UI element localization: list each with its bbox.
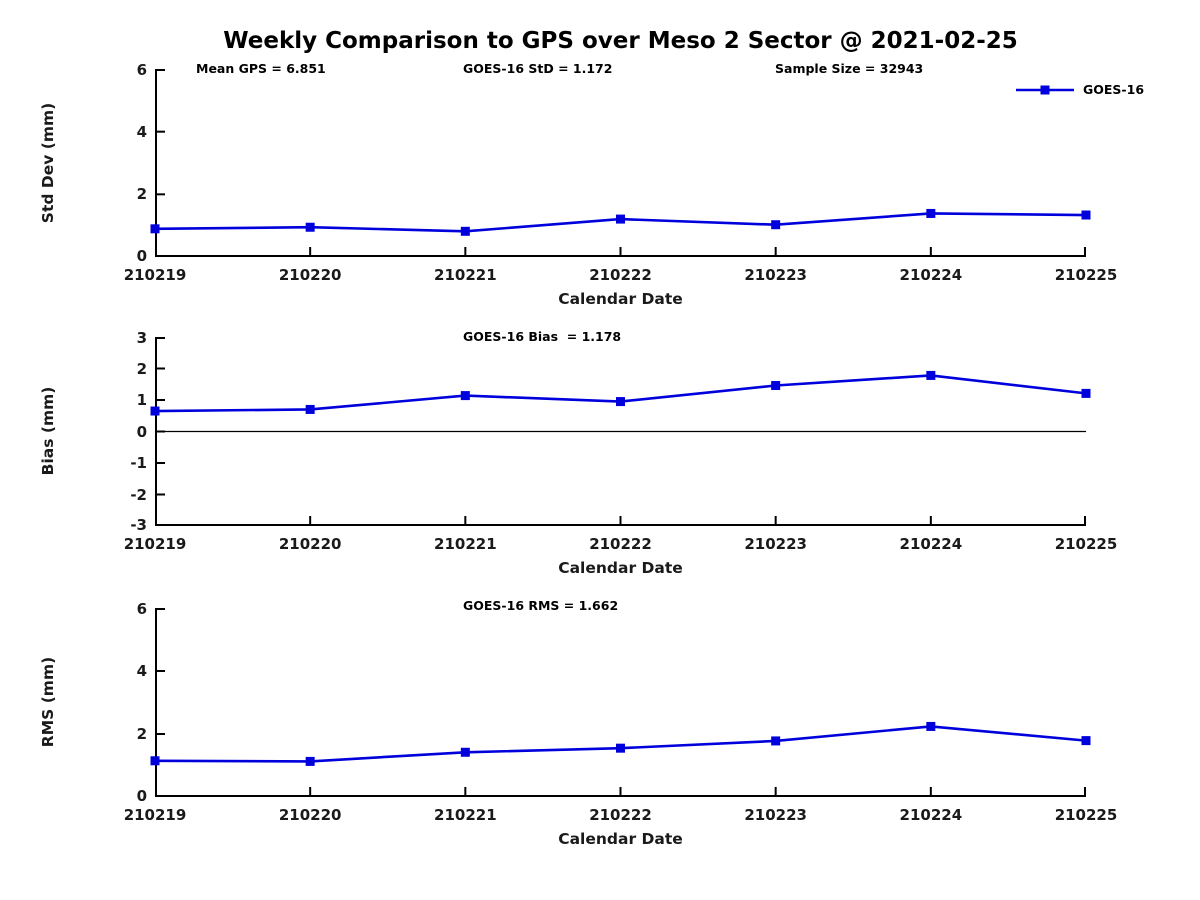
x-tick-label: 210224 [899, 266, 963, 284]
bias-plot-area: 3 2 1 0 -1 -2 -3 210219 210220 210221 210222 210223… [124, 329, 1118, 553]
x-tick-label: 210223 [744, 266, 807, 284]
x-tick-label: 210224 [899, 535, 963, 553]
x-tick-label: 210220 [278, 806, 342, 824]
y-tick-label: 2 [136, 725, 147, 743]
x-tick-label: 210219 [123, 806, 187, 824]
x-tick-label: 210220 [278, 266, 342, 284]
x-tick-label: 210222 [589, 535, 652, 553]
data-marker [305, 756, 315, 766]
y-tick-label: 2 [136, 359, 147, 378]
rms-y-axis-label: RMS (mm) [39, 656, 57, 748]
data-marker [460, 226, 470, 236]
y-tick-label: 4 [136, 122, 147, 141]
rms-x-axis-label: Calendar Date [558, 830, 683, 848]
rms-plot-canvas [150, 608, 1091, 797]
x-tick-label: 210224 [899, 806, 963, 824]
y-tick-label: 2 [136, 185, 147, 204]
data-marker [616, 397, 625, 407]
x-tick-label: 210225 [1054, 806, 1118, 824]
data-marker [460, 747, 470, 757]
stddev-plot-canvas [150, 69, 1091, 257]
data-marker [771, 736, 781, 746]
legend-line-marker-icon [1016, 85, 1074, 94]
bias-plot-canvas [150, 337, 1091, 526]
data-marker [150, 224, 160, 234]
x-tick-label: 210222 [589, 266, 652, 284]
data-marker [150, 756, 160, 766]
x-tick-label: 210220 [278, 535, 342, 553]
x-tick-label: 210222 [589, 806, 652, 824]
mean-gps-annotation: Mean GPS = 6.851 [196, 61, 326, 76]
y-tick-label: 6 [136, 600, 147, 618]
y-tick-label: 0 [136, 422, 147, 441]
stddev-x-axis-label: Calendar Date [558, 290, 683, 308]
y-tick-label: 1 [136, 391, 147, 409]
data-marker [771, 381, 781, 391]
y-tick-label: -2 [130, 485, 147, 504]
bias-x-axis-label: Calendar Date [558, 559, 683, 577]
y-tick-label: -1 [130, 454, 147, 472]
goes16-std-annotation: GOES-16 StD = 1.172 [463, 61, 613, 76]
x-tick-label: 210221 [434, 266, 497, 284]
goes16-bias-annotation: GOES-16 Bias = 1.178 [463, 329, 622, 344]
data-marker [1081, 210, 1091, 220]
data-marker [616, 214, 625, 224]
x-tick-label: 210221 [434, 535, 497, 553]
data-marker [460, 391, 470, 401]
y-tick-label: 0 [136, 787, 147, 805]
x-tick-label: 210225 [1054, 535, 1118, 553]
sample-size-annotation: Sample Size = 32943 [775, 61, 924, 76]
y-tick-label: 3 [136, 329, 147, 347]
rms-plot-area: 0 2 4 6 210219 210220 210221 210222 210223 210224… [124, 600, 1118, 824]
legend: GOES-16 [1016, 82, 1144, 97]
x-tick-label: 210219 [123, 266, 187, 284]
data-marker [771, 220, 781, 230]
legend-label: GOES-16 [1083, 82, 1145, 97]
data-marker [926, 370, 936, 380]
figure-title: Weekly Comparison to GPS over Meso 2 Sec… [223, 28, 1018, 54]
data-marker [926, 721, 936, 731]
y-tick-label: 0 [136, 247, 147, 265]
x-tick-label: 210223 [744, 535, 807, 553]
data-marker [926, 208, 936, 218]
x-tick-label: 210225 [1054, 266, 1118, 284]
data-marker [616, 743, 625, 753]
data-marker [305, 404, 315, 414]
x-tick-label: 210219 [123, 535, 187, 553]
y-tick-label: 6 [136, 61, 147, 79]
stddev-y-axis-label: Std Dev (mm) [39, 102, 57, 224]
x-tick-label: 210221 [434, 806, 497, 824]
data-marker [150, 406, 160, 416]
goes16-rms-annotation: GOES-16 RMS = 1.662 [463, 598, 619, 613]
stddev-plot-area: 0 2 4 6 210219 210220 210221 210222 210223 210224… [124, 61, 1118, 284]
y-tick-label: -3 [130, 516, 147, 534]
data-marker [305, 222, 315, 232]
bias-y-axis-label: Bias (mm) [39, 386, 57, 476]
y-tick-label: 4 [136, 662, 147, 680]
data-marker [1081, 388, 1091, 398]
data-marker [1081, 736, 1091, 746]
x-tick-label: 210223 [744, 806, 807, 824]
